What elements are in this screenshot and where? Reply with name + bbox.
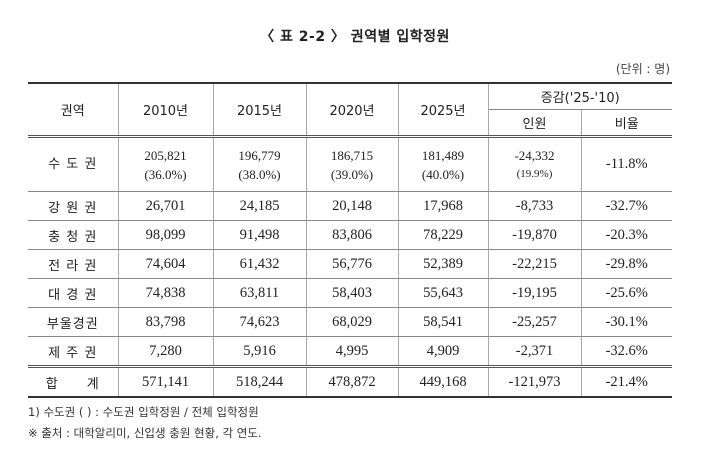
region-cell: 수 도 권 <box>28 136 119 192</box>
header-cell: 증감('25-'10) <box>488 82 672 110</box>
region-cell: 전 라 권 <box>28 249 119 279</box>
header-cell: 2020년 <box>306 82 399 138</box>
value-cell: -32.7% <box>581 191 672 221</box>
value-cell: -121,973 <box>488 365 582 398</box>
cell-line: (40.0%) <box>421 166 465 182</box>
value-cell: -25.6% <box>581 278 672 308</box>
table-row: 제 주 권 7,280 5,916 4,995 4,909 -2,371 -32.6% <box>28 336 672 367</box>
value-cell: -8,733 <box>488 191 582 221</box>
value-cell: 17,968 <box>398 191 489 221</box>
table-row: 강 원 권 26,701 24,185 20,148 17,968 -8,733 -32.7… <box>28 191 672 221</box>
header-row: 권역 2010년 2015년 2020년 2025년 증감('25-'10) <box>28 82 672 138</box>
region-cell: 제 주 권 <box>28 336 119 367</box>
value-cell: 205,821 (36.0%) <box>118 136 214 192</box>
table-row: 전 라 권 74,604 61,432 56,776 52,389 -22,215 -29.… <box>28 249 672 279</box>
table-row: 수 도 권 205,821 (36.0%) 196,779 (38.0%) 186,715… <box>28 136 672 192</box>
value-cell: 7,280 <box>118 336 214 367</box>
value-cell: 186,715 (39.0%) <box>306 136 399 192</box>
cell-line: 205,821 <box>144 147 187 163</box>
value-cell: 518,244 <box>213 365 307 398</box>
value-cell: 61,432 <box>213 249 307 279</box>
cell-line: (38.0%) <box>238 166 281 182</box>
value-cell: -29.8% <box>581 249 672 279</box>
value-cell: 83,798 <box>118 307 214 337</box>
value-cell: -25,257 <box>488 307 582 337</box>
value-cell: 68,029 <box>306 307 399 337</box>
unit-label: (단위 : 명) <box>615 62 670 76</box>
value-cell: 58,541 <box>398 307 489 337</box>
value-cell: 478,872 <box>306 365 399 398</box>
value-cell: -11.8% <box>581 136 672 192</box>
cell-line: 186,715 <box>330 147 374 163</box>
value-cell: -19,195 <box>488 278 582 308</box>
value-cell: 74,604 <box>118 249 214 279</box>
table-body: 수 도 권 205,821 (36.0%) 196,779 (38.0%) 186,715… <box>28 136 672 398</box>
value-cell: -22,215 <box>488 249 582 279</box>
value-cell: 20,148 <box>306 191 399 221</box>
table-head: 권역 2010년 2015년 2020년 2025년 증감('25-'10) 인… <box>28 82 672 138</box>
header-row: 인원 비율 <box>28 109 672 138</box>
region-cell: 합 계 <box>28 365 119 398</box>
value-cell: 78,229 <box>398 220 489 250</box>
region-cell: 대 경 권 <box>28 278 119 308</box>
value-cell: 571,141 <box>118 365 214 398</box>
value-cell: 98,099 <box>118 220 214 250</box>
value-cell: 181,489 (40.0%) <box>398 136 489 192</box>
region-cell: 강 원 권 <box>28 191 119 221</box>
value-cell: 26,701 <box>118 191 214 221</box>
note-line: 1) 수도권 ( ) : 수도권 입학정원 / 전체 입학정원 <box>28 405 259 419</box>
value-cell: 55,643 <box>398 278 489 308</box>
note-line: ※ 출처 : 대학알리미, 신입생 충원 현황, 각 연도. <box>28 426 262 440</box>
value-cell: 63,811 <box>213 278 307 308</box>
table-row: 충 청 권 98,099 91,498 83,806 78,229 -19,870 -20.… <box>28 220 672 250</box>
value-cell: 91,498 <box>213 220 307 250</box>
value-cell: 449,168 <box>398 365 489 398</box>
value-cell: 74,838 <box>118 278 214 308</box>
value-cell: 58,403 <box>306 278 399 308</box>
value-cell: -32.6% <box>581 336 672 367</box>
table-row: 대 경 권 74,838 63,811 58,403 55,643 -19,195 -25.… <box>28 278 672 308</box>
header-cell: 비율 <box>581 109 672 138</box>
value-cell: 83,806 <box>306 220 399 250</box>
value-cell: -20.3% <box>581 220 672 250</box>
value-cell: -19,870 <box>488 220 582 250</box>
header-cell: 2025년 <box>398 82 489 138</box>
cell-line: -24,332 <box>514 147 555 163</box>
table-title: 〈 표 2-2 〉 권역별 입학정원 <box>260 29 450 45</box>
cell-line: (36.0%) <box>144 166 187 182</box>
value-cell: -30.1% <box>581 307 672 337</box>
value-cell: 74,623 <box>213 307 307 337</box>
header-cell: 2015년 <box>213 82 307 138</box>
cell-line: 196,779 <box>238 147 281 163</box>
header-cell: 권역 <box>28 82 119 138</box>
cell-line: (39.0%) <box>330 166 374 182</box>
region-cell: 부울경권 <box>28 307 119 337</box>
notes: 1) 수도권 ( ) : 수도권 입학정원 / 전체 입학정원 ※ 출처 : 대학… <box>28 402 262 444</box>
region-cell: 충 청 권 <box>28 220 119 250</box>
value-cell: 52,389 <box>398 249 489 279</box>
data-table: 권역 2010년 2015년 2020년 2025년 증감('25-'10) 인… <box>28 82 672 398</box>
value-cell: 56,776 <box>306 249 399 279</box>
value-cell: 5,916 <box>213 336 307 367</box>
value-cell: 4,909 <box>398 336 489 367</box>
header-cell: 인원 <box>488 109 582 138</box>
value-cell: 196,779 (38.0%) <box>213 136 307 192</box>
header-cell: 2010년 <box>118 82 214 138</box>
value-cell: 4,995 <box>306 336 399 367</box>
table-row: 합 계 571,141 518,244 478,872 449,168 -121,973-… <box>28 365 672 398</box>
value-cell: -21.4% <box>581 365 672 398</box>
value-cell: -24,332 (19.9%) <box>488 136 582 192</box>
cell-line: 181,489 <box>421 147 465 163</box>
value-cell: 24,185 <box>213 191 307 221</box>
table-row: 부울경권 83,798 74,623 68,029 58,541 -25,257 -30.1… <box>28 307 672 337</box>
value-cell: -2,371 <box>488 336 582 367</box>
cell-line: (19.9%) <box>516 167 553 180</box>
